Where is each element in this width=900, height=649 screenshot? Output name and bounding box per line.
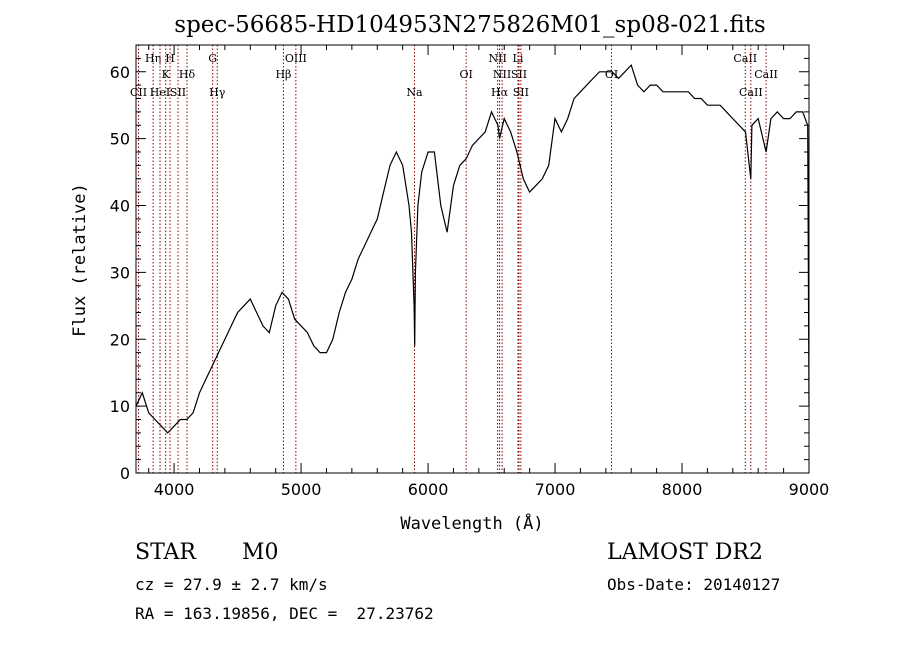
y-tick-label-1: 10 (110, 397, 130, 416)
line-label-18: SII (513, 86, 529, 99)
line-label-0: CII (130, 86, 147, 99)
line-label-3: K (162, 68, 171, 81)
y-tick-label-6: 60 (110, 63, 130, 82)
line-label-10: OIII (285, 52, 307, 65)
y-tick-label-2: 20 (110, 330, 130, 349)
y-tick-label-4: 40 (110, 197, 130, 216)
survey-name: LAMOST DR2 (607, 540, 763, 565)
line-label-6: Hδ (179, 68, 196, 81)
subclass: M0 (242, 540, 279, 565)
x-tick-label-2: 6000 (408, 480, 449, 499)
line-label-14: Hα (491, 86, 509, 99)
line-label-21: CaII (739, 86, 763, 99)
y-axis-label: Flux (relative) (70, 183, 90, 337)
line-label-22: CaII (754, 68, 778, 81)
x-tick-label-5: 9000 (789, 480, 830, 499)
spectrum-series (135, 63, 810, 434)
x-tick-label-3: 7000 (535, 480, 576, 499)
line-label-20: CaII (733, 52, 757, 65)
redshift-cz: cz = 27.9 ± 2.7 km/s (135, 575, 328, 594)
line-label-19: OI (605, 68, 618, 81)
x-tick-label-0: 4000 (154, 480, 195, 499)
plot-area: CIIHηHeIKHSIIHδGHγHβOIIINaOINIIHαNIILiSI… (110, 44, 830, 499)
line-label-16: Li (513, 52, 524, 65)
line-label-9: Hβ (275, 68, 291, 81)
y-tick-label-5: 50 (110, 130, 130, 149)
line-label-8: Hγ (209, 86, 226, 99)
x-tick-label-4: 8000 (662, 480, 703, 499)
line-label-12: OI (459, 68, 472, 81)
line-label-4: H (165, 52, 175, 65)
line-label-1: Hη (145, 52, 161, 65)
line-label-11: Na (406, 86, 423, 99)
line-label-5: SII (170, 86, 186, 99)
line-label-15: NII (493, 68, 511, 81)
chart-title: spec-56685-HD104953N275826M01_sp08-021.f… (174, 12, 765, 38)
x-axis-label: Wavelength (Å) (400, 512, 543, 534)
object-class: STAR (135, 540, 196, 565)
line-label-13: NII (488, 52, 506, 65)
observation-date: Obs-Date: 20140127 (607, 575, 781, 594)
line-label-7: G (208, 52, 217, 65)
y-tick-label-0: 0 (120, 464, 130, 483)
coordinates: RA = 163.19856, DEC = 27.23762 (135, 604, 434, 623)
line-label-17: SII (511, 68, 527, 81)
plot-frame (135, 44, 810, 474)
y-tick-label-3: 30 (110, 263, 130, 282)
line-label-2: HeI (150, 86, 170, 99)
x-tick-label-1: 5000 (281, 480, 322, 499)
